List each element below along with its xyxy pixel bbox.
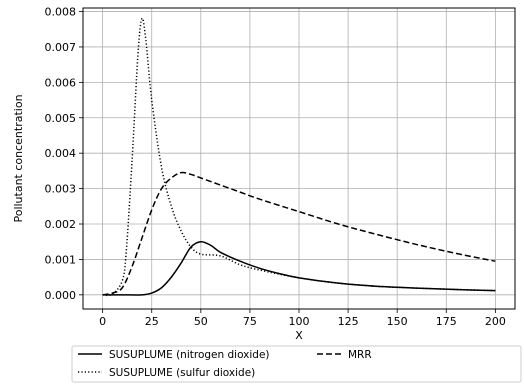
series-line-2 <box>102 17 496 297</box>
x-tick-label: 175 <box>436 315 457 328</box>
series-lines <box>102 17 496 297</box>
x-tick-label: 125 <box>338 315 359 328</box>
y-tick-label: 0.005 <box>45 112 77 125</box>
y-axis-label: Pollutant concentration <box>12 94 25 222</box>
legend-label-2: SUSUPLUME (sulfur dioxide) <box>109 367 255 379</box>
y-tick-label: 0.003 <box>45 183 77 196</box>
legend: SUSUPLUME (nitrogen dioxide) MRR SUSUPLUME… <box>71 345 522 383</box>
legend-box <box>71 345 522 383</box>
y-tick-label: 0.001 <box>45 253 77 266</box>
legend-label-1: MRR <box>348 349 372 361</box>
legend-label-0: SUSUPLUME (nitrogen dioxide) <box>109 349 270 361</box>
x-tick-label: 0 <box>99 315 106 328</box>
y-tick-label: 0.002 <box>45 218 77 231</box>
y-tick-label: 0.000 <box>45 289 77 302</box>
y-tick-label: 0.008 <box>45 6 77 19</box>
x-tick-label: 25 <box>145 315 159 328</box>
x-tick-label: 75 <box>243 315 257 328</box>
x-tick-label: 100 <box>289 315 310 328</box>
series-line-0 <box>102 240 496 296</box>
series-line-1 <box>102 171 496 296</box>
axis-ticks: 0 25 50 75 100 125 150 175 200 0.000 0.001 0.002 0.0… <box>45 6 506 328</box>
grid <box>83 8 515 309</box>
x-axis-label: X <box>295 329 303 342</box>
x-tick-label: 200 <box>485 315 506 328</box>
x-tick-label: 150 <box>387 315 408 328</box>
x-tick-label: 50 <box>194 315 208 328</box>
y-tick-label: 0.007 <box>45 41 77 54</box>
y-tick-label: 0.004 <box>45 147 77 160</box>
y-tick-label: 0.006 <box>45 76 77 89</box>
